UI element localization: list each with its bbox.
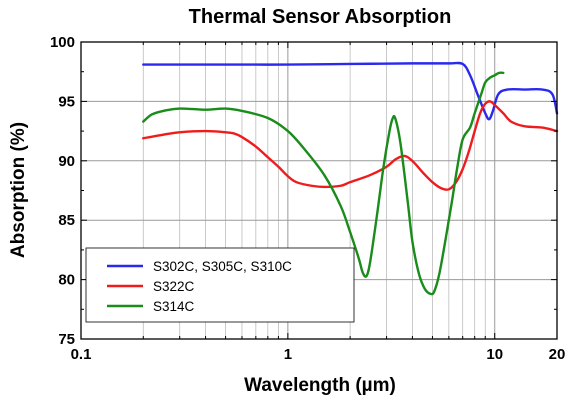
series-line-1 — [142, 61, 559, 121]
y-tick-labels: 75 80 85 90 95 100 — [50, 34, 75, 348]
y-tick-label: 90 — [58, 153, 75, 170]
x-axis-label: Wavelength (µm) — [244, 375, 396, 396]
axis-ticks — [81, 41, 557, 340]
y-tick-label: 95 — [58, 93, 75, 110]
x-tick-label: 1 — [284, 346, 292, 363]
x-tick-labels: 0.1 1 10 20 — [71, 346, 566, 363]
y-tick-label: 85 — [58, 212, 75, 229]
x-tick-label: 10 — [486, 346, 503, 363]
legend-label-1: S302C, S305C, S310C — [153, 259, 292, 274]
y-tick-label: 100 — [50, 34, 75, 51]
x-tick-label: 0.1 — [71, 346, 92, 363]
y-axis-label: Absorption (%) — [8, 122, 29, 258]
legend: S302C, S305C, S310C S322C S314C — [85, 247, 355, 323]
y-tick-label: 80 — [58, 272, 75, 289]
legend-label-2: S322C — [153, 279, 195, 294]
y-tick-label: 75 — [58, 331, 75, 348]
series-layer — [142, 61, 559, 296]
legend-label-3: S314C — [153, 299, 195, 314]
chart-title: Thermal Sensor Absorption — [189, 6, 452, 28]
series-line-3 — [142, 71, 505, 296]
x-tick-label: 20 — [549, 346, 566, 363]
